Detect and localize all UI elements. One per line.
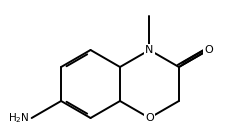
Text: N: N	[145, 45, 154, 55]
Text: H$_2$N: H$_2$N	[8, 111, 30, 125]
Text: O: O	[204, 45, 213, 55]
Text: O: O	[145, 113, 154, 123]
Text: O: O	[204, 45, 213, 55]
